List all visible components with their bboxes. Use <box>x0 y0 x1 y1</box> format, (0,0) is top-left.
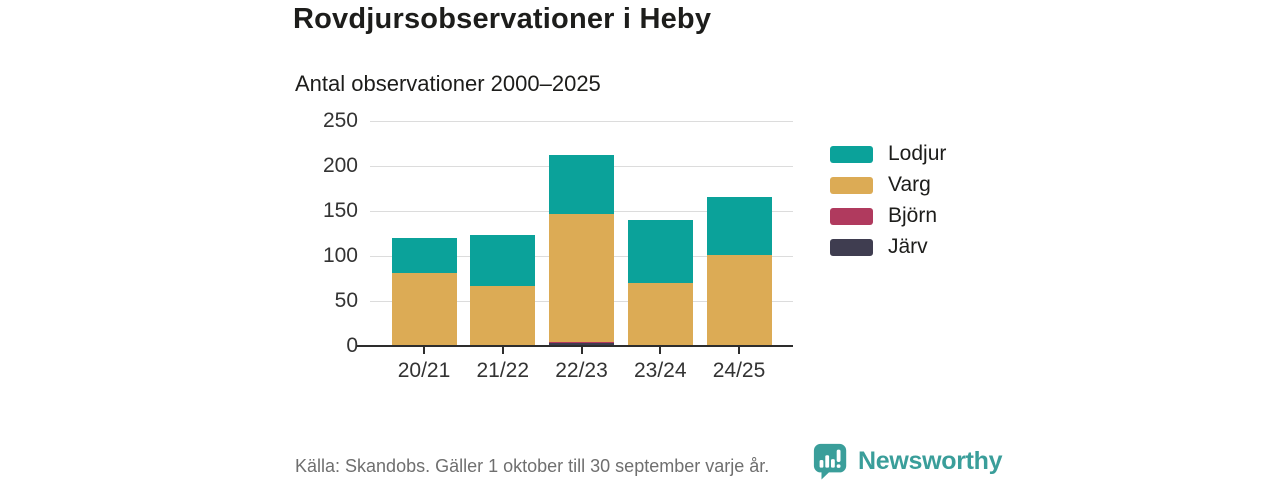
x-axis-line <box>357 344 793 347</box>
y-tick-label: 250 <box>322 109 358 132</box>
legend-swatch-lodjur <box>830 145 873 163</box>
bar-segment-lodjur <box>391 238 457 274</box>
chart-legend: Lodjur Varg Björn Järv <box>830 142 946 266</box>
legend-item-lodjur: Lodjur <box>830 142 946 166</box>
newsworthy-logo: Newsworthy <box>812 442 1003 480</box>
legend-label: Järv <box>888 235 928 258</box>
x-tick-label: 23/24 <box>633 359 687 382</box>
bar-segment-varg <box>706 255 772 346</box>
bar-segment-varg <box>391 273 457 346</box>
legend-swatch-varg <box>830 176 873 194</box>
bar-segment-lodjur <box>549 155 614 214</box>
page-title: Rovdjursobservationer i Heby <box>293 3 712 35</box>
legend-swatch-björn <box>830 207 873 225</box>
y-tick-label: 0 <box>346 334 358 357</box>
x-tick-label: 21/22 <box>476 359 530 382</box>
grid-line <box>370 121 793 122</box>
x-axis-tick <box>580 347 583 354</box>
y-tick-label: 100 <box>322 244 358 267</box>
legend-item-järv: Järv <box>830 235 946 259</box>
bar-segment-lodjur <box>470 235 536 286</box>
x-axis-tick <box>501 347 504 354</box>
legend-item-varg: Varg <box>830 173 946 197</box>
source-note: Källa: Skandobs. Gäller 1 oktober till 3… <box>295 456 770 476</box>
x-axis-tick <box>738 347 740 354</box>
x-tick-label: 22/23 <box>555 359 608 382</box>
bar-segment-björn <box>549 342 614 344</box>
x-axis-tick <box>659 347 662 354</box>
newsworthy-logo-text: Newsworthy <box>858 446 1003 475</box>
newsworthy-bubble-barchart-icon <box>813 443 847 480</box>
legend-label: Varg <box>888 173 931 196</box>
y-tick-label: 150 <box>322 199 358 222</box>
bar-segment-varg <box>627 283 693 346</box>
legend-item-björn: Björn <box>830 204 946 228</box>
x-tick-label: 24/25 <box>712 359 766 382</box>
x-axis-tick <box>423 347 425 354</box>
y-tick-label: 50 <box>334 289 358 312</box>
bar-segment-varg <box>470 285 536 346</box>
bar-segment-lodjur <box>627 220 693 283</box>
legend-label: Lodjur <box>888 142 947 165</box>
chart-subtitle: Antal observationer 2000–2025 <box>295 71 601 96</box>
x-tick-label: 20/21 <box>397 359 451 382</box>
bar-segment-lodjur <box>706 196 772 256</box>
y-tick-label: 200 <box>322 154 358 177</box>
legend-swatch-järv <box>830 238 873 256</box>
legend-label: Björn <box>888 204 938 227</box>
bar-segment-varg <box>549 213 614 343</box>
